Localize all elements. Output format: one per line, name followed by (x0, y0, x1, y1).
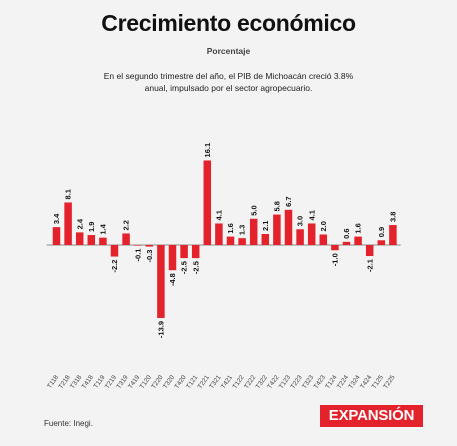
bar-T324 (354, 236, 362, 245)
data-label-T420: -2.5 (180, 261, 189, 274)
bar-T422 (273, 214, 281, 245)
bar-T121 (191, 245, 200, 259)
bar-T318 (75, 232, 84, 245)
bar-T418 (87, 235, 96, 245)
expansion-logo[interactable]: EXPANSIÓN (320, 405, 423, 427)
data-label-T219: -2.2 (110, 260, 119, 273)
data-label-T220: -13.9 (157, 321, 166, 338)
bar-T222 (249, 218, 258, 245)
bar-T319 (122, 233, 130, 245)
bar-T118 (52, 227, 61, 245)
data-label-T424: -2.1 (365, 259, 374, 272)
chart-subtitle: Porcentaje (206, 46, 251, 56)
data-label-T121: -2.5 (191, 261, 200, 274)
bar-T119 (99, 237, 107, 245)
bar-T120 (145, 245, 154, 247)
bar-T122 (238, 238, 246, 245)
data-label-T222: 5.0 (249, 205, 258, 215)
bar-T423 (319, 234, 328, 245)
chart-description: En el segundo trimestre del año, el PIB … (103, 71, 354, 93)
bar-T218 (64, 202, 72, 245)
bar-T220 (157, 245, 165, 318)
data-label-T423: 2.0 (319, 221, 328, 231)
bar-T321 (215, 223, 223, 245)
data-label-T221: 16.1 (203, 143, 212, 158)
data-label-T320: -4.8 (168, 273, 177, 286)
data-label-T422: 5.8 (273, 201, 282, 211)
data-label-T218: 8.1 (64, 189, 73, 199)
tick-label-T418: T418 (81, 374, 95, 390)
data-label-T419: -0.1 (133, 249, 142, 262)
source-note: Fuente: Inegi. (44, 419, 93, 428)
bar-T323 (307, 223, 316, 245)
bar-T124 (331, 245, 339, 251)
data-label-T224: 0.6 (342, 228, 351, 238)
bar-T419 (133, 245, 142, 246)
bar-T223 (296, 229, 304, 245)
data-label-T118: 3.4 (52, 213, 61, 224)
bar-T221 (203, 160, 212, 245)
bar-T125 (377, 240, 386, 245)
data-label-T122: 1.3 (238, 225, 247, 235)
data-label-T123: 6.7 (284, 196, 293, 206)
tick-label-T225: T225 (382, 374, 396, 390)
bar-T320 (168, 245, 177, 271)
bar-T420 (180, 245, 188, 259)
data-label-T318: 2.4 (75, 218, 84, 229)
data-label-T125: 0.9 (377, 227, 386, 237)
data-label-T322: 2.1 (261, 221, 270, 231)
data-label-T119: 1.4 (99, 223, 108, 234)
bar-T123 (284, 209, 293, 245)
data-label-T120: -0.3 (145, 250, 154, 263)
data-label-T321: 4.1 (215, 210, 224, 220)
data-label-T225: 3.8 (389, 212, 398, 222)
bar-T225 (389, 225, 397, 245)
data-label-T223: 3.0 (296, 216, 305, 226)
data-label-T124: -1.0 (331, 253, 340, 266)
data-label-T421: 1.6 (226, 223, 235, 233)
bar-T322 (261, 233, 270, 245)
bar-T224 (342, 241, 351, 245)
bar-T424 (365, 245, 374, 257)
data-label-T323: 4.1 (307, 210, 316, 220)
bar-T421 (226, 236, 235, 245)
data-label-T418: 1.9 (87, 222, 96, 232)
chart-title: Crecimiento económico (101, 10, 356, 36)
data-label-T319: 2.2 (122, 220, 131, 230)
data-label-T324: 1.6 (354, 223, 363, 233)
bar-T219 (110, 245, 119, 257)
